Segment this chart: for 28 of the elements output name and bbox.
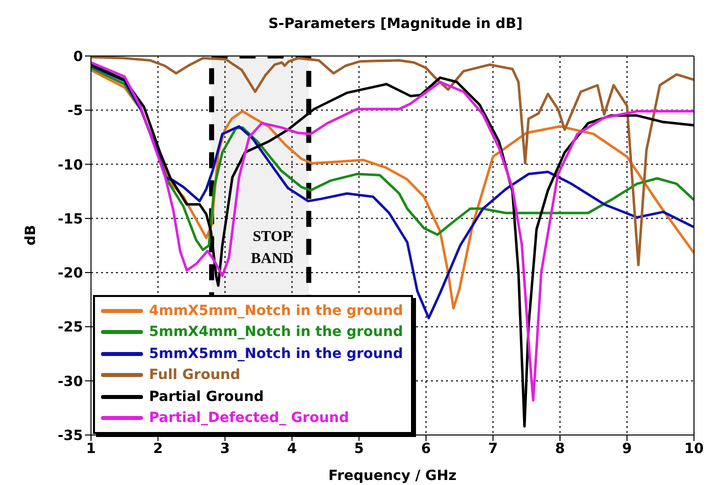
x-tick-label: 4 [287, 440, 298, 457]
x-tick-label: 9 [622, 440, 632, 457]
x-tick-label: 1 [86, 440, 96, 457]
y-tick-label: -20 [58, 266, 84, 282]
x-tick-label: 5 [354, 440, 364, 457]
x-axis-title: Frequency / GHz [328, 468, 457, 484]
y-axis-title: dB [22, 224, 39, 246]
legend-label: Full Ground [149, 367, 240, 384]
legend-label: Partial Ground [149, 388, 264, 405]
y-tick-label: -25 [58, 320, 83, 336]
x-tick-label: 6 [421, 440, 431, 457]
legend-label: 5mmX5mm_Notch in the ground [149, 346, 403, 362]
y-tick-label: -5 [67, 103, 83, 120]
x-tick-label: 2 [153, 440, 163, 457]
band-label: STOP BAND [250, 229, 294, 267]
chart-title: S-Parameters [Magnitude in dB] [267, 15, 524, 34]
y-tick-label: -30 [58, 374, 84, 390]
y-tick-label: 0 [73, 48, 84, 65]
legend-label: 4mmX5mm_Notch in the ground [149, 302, 403, 319]
x-tick-label: 10 [684, 440, 704, 457]
x-tick-label: 7 [488, 440, 498, 457]
y-tick-label: -15 [58, 211, 83, 228]
x-tick-label: 3 [220, 440, 230, 457]
x-tick-label: 8 [555, 440, 565, 457]
legend-label: Partial_Defected_ Ground [149, 410, 350, 426]
legend-label: 5mmX4mm_Notch in the ground [149, 324, 403, 340]
y-tick-label: -35 [58, 428, 83, 444]
y-tick-label: -10 [58, 157, 84, 174]
